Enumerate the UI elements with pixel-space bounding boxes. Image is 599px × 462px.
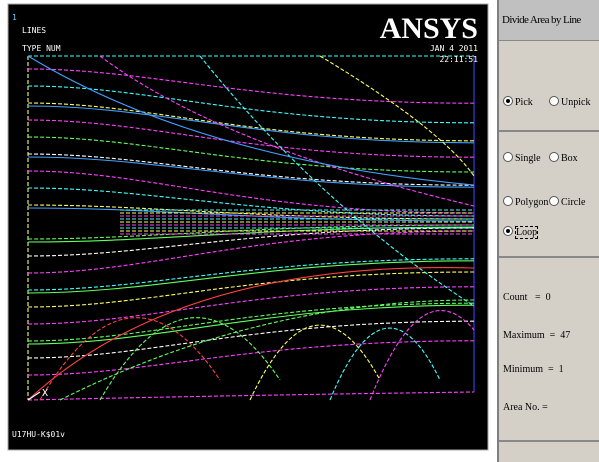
panel-title: Divide Area by Line bbox=[499, 0, 599, 41]
logo: ANSYS bbox=[380, 12, 478, 45]
separator bbox=[499, 256, 599, 258]
screen: 1 LINES TYPE NUM JAN 4 2011 22:11:51 X U… bbox=[0, 0, 599, 462]
picking-panel: Divide Area by Line Pick Unpick Single Box… bbox=[497, 0, 599, 462]
single-option[interactable]: Single bbox=[503, 152, 549, 164]
triad-label: X bbox=[42, 388, 48, 399]
area-number: Area No. = bbox=[503, 402, 548, 413]
option-label: Unpick bbox=[561, 97, 590, 108]
maximum: Maximum = 47 bbox=[503, 330, 570, 341]
loop-option[interactable]: Loop bbox=[503, 226, 538, 238]
option-label: Loop bbox=[515, 226, 538, 239]
shape-row: Single Box bbox=[503, 152, 595, 164]
polygon-option[interactable]: Polygon bbox=[503, 196, 549, 208]
label-mode: TYPE NUM bbox=[22, 44, 61, 53]
page: {"graphics": {"window_number": "1", "plo… bbox=[0, 0, 599, 462]
time: 22:11:51 bbox=[439, 55, 478, 64]
graphics-window: 1 LINES TYPE NUM JAN 4 2011 22:11:51 X U… bbox=[0, 0, 497, 462]
footer: U17HU-K$01v bbox=[12, 430, 65, 439]
circle-option[interactable]: Circle bbox=[549, 196, 595, 208]
date: JAN 4 2011 bbox=[430, 44, 478, 53]
option-label: Pick bbox=[515, 97, 533, 108]
window-number: 1 bbox=[12, 13, 17, 22]
minimum: Minimum = 1 bbox=[503, 364, 564, 375]
separator bbox=[499, 130, 599, 132]
shape-row: Polygon Circle bbox=[503, 196, 595, 208]
option-label: Box bbox=[561, 153, 578, 164]
separator bbox=[499, 440, 599, 442]
option-label: Single bbox=[515, 153, 541, 164]
plot-type: LINES bbox=[22, 26, 46, 35]
count: Count = 0 bbox=[503, 292, 551, 303]
mode-row: Pick Unpick bbox=[503, 96, 595, 108]
option-label: Circle bbox=[561, 197, 585, 208]
option-label: Polygon bbox=[515, 197, 548, 208]
unpick-option[interactable]: Unpick bbox=[549, 96, 595, 108]
pick-option[interactable]: Pick bbox=[503, 96, 549, 108]
box-option[interactable]: Box bbox=[549, 152, 595, 164]
